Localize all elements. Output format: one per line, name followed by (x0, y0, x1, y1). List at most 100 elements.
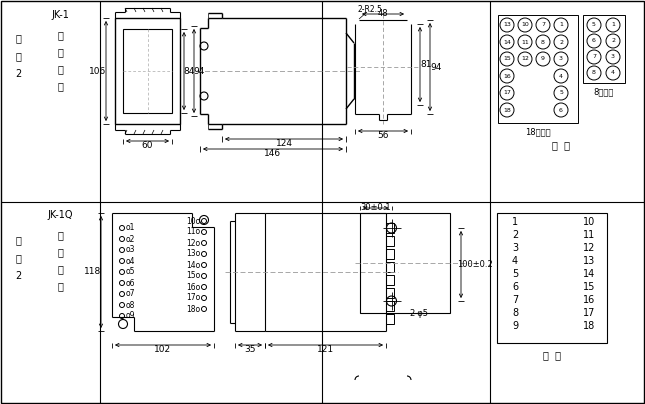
Text: 4: 4 (611, 71, 615, 76)
Text: 6: 6 (592, 38, 596, 44)
Text: JK-1Q: JK-1Q (47, 210, 73, 220)
Bar (386, 236, 394, 246)
Text: 102: 102 (154, 345, 172, 354)
Text: 56: 56 (377, 131, 389, 141)
Text: 14: 14 (583, 269, 595, 279)
Text: 10: 10 (583, 217, 595, 227)
Text: 2: 2 (512, 230, 518, 240)
Text: 图: 图 (15, 253, 21, 263)
Bar (497, 213, 607, 343)
Text: 线: 线 (57, 81, 63, 91)
Text: 板: 板 (57, 30, 63, 40)
Text: 11o: 11o (186, 227, 200, 236)
Text: 5: 5 (512, 269, 518, 279)
Text: 121: 121 (317, 345, 334, 354)
Text: 48: 48 (378, 10, 388, 19)
Text: 13o: 13o (186, 250, 200, 259)
Text: 81: 81 (421, 60, 432, 69)
Text: 10: 10 (521, 23, 529, 27)
Text: 18点端子: 18点端子 (525, 128, 551, 137)
Bar (115, 18, 180, 124)
Text: 5: 5 (592, 23, 596, 27)
Text: 2: 2 (611, 38, 615, 44)
Text: 30±0.1: 30±0.1 (361, 204, 391, 213)
Text: 8: 8 (592, 71, 596, 76)
Text: o1: o1 (126, 223, 135, 232)
Text: 8点端子: 8点端子 (594, 88, 614, 97)
Text: 17: 17 (503, 90, 511, 95)
Text: 9: 9 (541, 57, 545, 61)
Text: o9: o9 (126, 311, 135, 320)
Text: 12o: 12o (186, 238, 200, 248)
Text: 16o: 16o (186, 282, 200, 292)
Text: 2: 2 (559, 40, 563, 44)
Text: 17: 17 (583, 308, 595, 318)
Text: o5: o5 (126, 267, 135, 276)
Text: 10o: 10o (186, 217, 200, 225)
Bar (498, 15, 578, 123)
Text: 15: 15 (583, 282, 595, 292)
Text: 8: 8 (541, 40, 545, 44)
Text: o8: o8 (126, 301, 135, 309)
Text: 124: 124 (275, 139, 292, 149)
Text: o4: o4 (126, 257, 135, 265)
Text: 附: 附 (15, 33, 21, 43)
Bar (386, 262, 394, 272)
Text: 接: 接 (57, 64, 63, 74)
Bar (386, 223, 394, 233)
Text: 板: 板 (57, 230, 63, 240)
Text: 3: 3 (512, 243, 518, 253)
Text: 94: 94 (430, 63, 442, 72)
Text: 13: 13 (503, 23, 511, 27)
Text: 1: 1 (559, 23, 563, 27)
Bar (386, 249, 394, 259)
Text: 84: 84 (183, 67, 195, 76)
Text: 4: 4 (512, 256, 518, 266)
Text: 接: 接 (57, 264, 63, 274)
Text: 14o: 14o (186, 261, 200, 269)
Text: 18: 18 (503, 107, 511, 112)
Text: 前: 前 (57, 247, 63, 257)
Text: 线: 线 (57, 281, 63, 291)
Text: 94: 94 (194, 67, 204, 76)
Text: 17o: 17o (186, 293, 200, 303)
Text: 1: 1 (611, 23, 615, 27)
Text: 11: 11 (521, 40, 529, 44)
Text: 12: 12 (521, 57, 529, 61)
Text: o6: o6 (126, 278, 135, 288)
Text: 13: 13 (583, 256, 595, 266)
Bar (386, 288, 394, 298)
Text: 2: 2 (15, 69, 21, 79)
Text: 16: 16 (503, 74, 511, 78)
Text: 6: 6 (512, 282, 518, 292)
Text: o2: o2 (126, 234, 135, 244)
Bar (583, 15, 625, 83)
Bar (386, 275, 394, 285)
Text: 4: 4 (559, 74, 563, 78)
Text: 7: 7 (512, 295, 518, 305)
Text: 6: 6 (559, 107, 563, 112)
Text: 146: 146 (264, 149, 282, 158)
Text: 12: 12 (583, 243, 595, 253)
Bar (360, 213, 450, 313)
Text: 后: 后 (57, 47, 63, 57)
Text: 图: 图 (15, 51, 21, 61)
Text: JK-1: JK-1 (51, 10, 69, 20)
Text: 9: 9 (512, 321, 518, 331)
Text: 7: 7 (541, 23, 545, 27)
Text: 3: 3 (611, 55, 615, 59)
Text: 附: 附 (15, 235, 21, 245)
Text: 35: 35 (244, 345, 256, 354)
Bar (123, 29, 172, 113)
Text: 2-φ5: 2-φ5 (410, 309, 428, 318)
Text: 118: 118 (84, 267, 102, 276)
Text: 15o: 15o (186, 271, 200, 280)
Text: 60: 60 (142, 141, 154, 151)
Text: 2: 2 (15, 271, 21, 281)
Text: 16: 16 (583, 295, 595, 305)
Text: 18o: 18o (186, 305, 200, 314)
Bar (386, 314, 394, 324)
Bar (386, 301, 394, 311)
Text: 100±0.2: 100±0.2 (457, 260, 493, 269)
Text: 11: 11 (583, 230, 595, 240)
